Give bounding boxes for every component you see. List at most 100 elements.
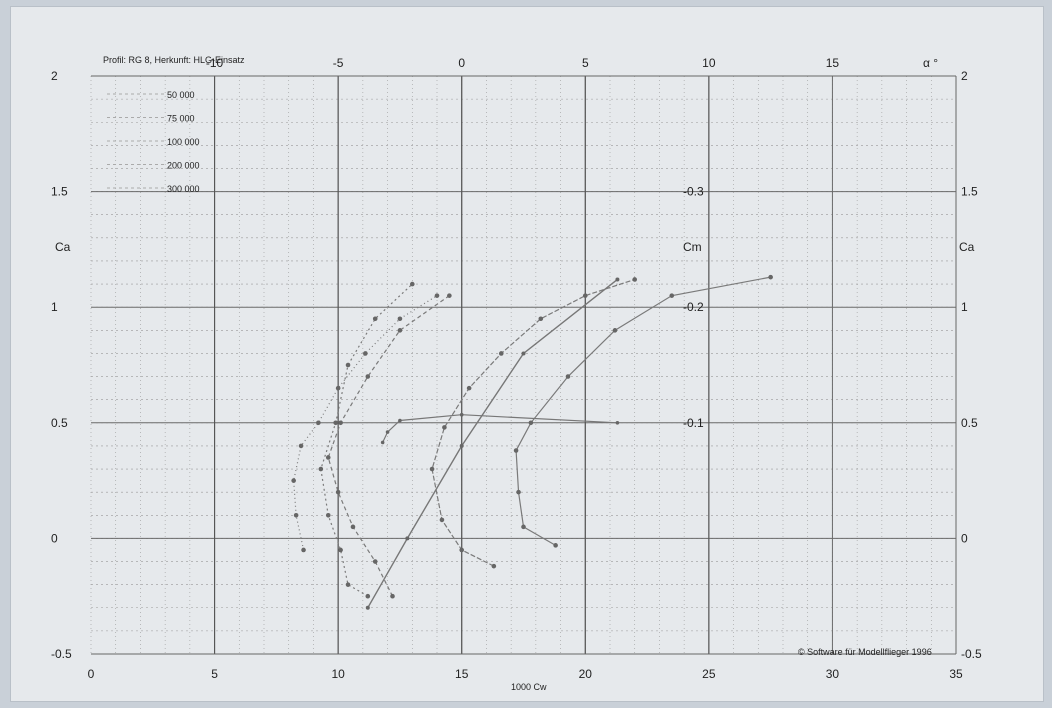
chart-frame: Profil: RG 8, Herkunft: HLG-Einsatz © So… [10, 6, 1044, 702]
polar-point [409, 281, 415, 287]
polar-point [390, 593, 395, 599]
polar-point [491, 563, 497, 569]
polar-point [582, 293, 588, 298]
y-tick-label-right: 1.5 [961, 185, 978, 199]
cm-axis-label: Cm [683, 240, 702, 254]
labels: Profil: RG 8, Herkunft: HLG-Einsatz © So… [51, 55, 982, 692]
legend-label: 300 000 [167, 184, 200, 194]
y-tick-label-right: 0.5 [961, 416, 978, 430]
alpha-tick-label: 0 [458, 56, 465, 70]
polar-point [439, 517, 445, 523]
ca-alpha-point [365, 605, 370, 610]
polar-point [372, 316, 378, 322]
y-tick-label: 0 [51, 531, 58, 545]
cm-alpha-point [398, 418, 402, 423]
cm-alpha-point [615, 421, 620, 425]
ca-alpha-point [405, 536, 410, 541]
polar-point [434, 293, 440, 298]
polar-point [513, 448, 519, 453]
polar-point [325, 512, 331, 518]
polar-point [291, 478, 296, 483]
x-axis-label: 1000 Cw [511, 682, 547, 692]
legend-label: 75 000 [167, 114, 195, 124]
x-tick-label: 20 [579, 667, 593, 681]
x-tick-label: 30 [826, 667, 840, 681]
polar-point [565, 374, 571, 379]
polar-point [429, 466, 435, 472]
polar-point [335, 489, 341, 495]
cm-alpha-point [459, 412, 464, 417]
x-tick-label: 10 [331, 667, 345, 681]
polar-point [442, 425, 447, 430]
y-tick-label: 2 [51, 69, 58, 83]
polar-point [447, 293, 452, 298]
alpha-tick-label: 5 [582, 56, 589, 70]
y-tick-label: 1.5 [51, 185, 68, 199]
polar-point [293, 512, 299, 518]
polar-point [466, 385, 472, 391]
polar-point [298, 443, 304, 449]
y-axis-label-left: Ca [55, 240, 71, 254]
alpha-axis-label: α ° [923, 56, 938, 70]
y-tick-label-right: 1 [961, 300, 968, 314]
ca-alpha-curve [367, 278, 618, 609]
polar-point [335, 385, 341, 391]
polar-point [521, 524, 526, 530]
polar-point [345, 582, 351, 587]
cm-tick-label: -0.2 [683, 300, 704, 314]
polar-curve [515, 276, 771, 546]
polar-curve [327, 295, 450, 597]
polar-point [318, 466, 324, 472]
polar-point [538, 316, 544, 322]
y-axis-label-right: Ca [959, 240, 975, 254]
polar-point [338, 547, 343, 553]
legend-label: 100 000 [167, 137, 200, 147]
cm-alpha-curve [382, 414, 618, 443]
polar-point [612, 328, 618, 333]
polar-point [333, 420, 338, 426]
cm-tick-label: -0.3 [683, 185, 704, 199]
y-tick-label: 1 [51, 300, 58, 314]
alpha-tick-label: -5 [333, 56, 344, 70]
polar-point [632, 277, 638, 282]
curves [291, 274, 773, 610]
polar-point [363, 351, 368, 356]
polar-chart: Profil: RG 8, Herkunft: HLG-Einsatz © So… [51, 55, 982, 692]
polar-curve [431, 278, 635, 567]
cm-alpha-point [380, 440, 385, 445]
alpha-tick-label: 10 [702, 56, 716, 70]
copyright-note: © Software für Modellflieger 1996 [798, 647, 932, 657]
polar-point [528, 420, 534, 426]
chart-title: Profil: RG 8, Herkunft: HLG-Einsatz [103, 55, 245, 65]
ca-alpha-point [615, 277, 620, 282]
polar-point [365, 374, 371, 379]
alpha-tick-label: -10 [206, 56, 224, 70]
x-tick-label: 25 [702, 667, 716, 681]
polar-point [365, 593, 371, 599]
polar-point [516, 489, 521, 495]
ca-alpha-point [459, 443, 464, 448]
polar-point [301, 547, 306, 553]
y-tick-label: 0.5 [51, 416, 68, 430]
y-tick-label-right: -0.5 [961, 647, 982, 661]
x-tick-label: 5 [211, 667, 218, 681]
polar-point [397, 316, 403, 322]
polar-point [553, 543, 558, 548]
ca-alpha-point [521, 351, 526, 356]
legend-label: 50 000 [167, 90, 195, 100]
cm-tick-label: -0.1 [683, 416, 704, 430]
y-tick-label-right: 2 [961, 69, 968, 83]
polar-point [397, 328, 403, 333]
y-tick-label-right: 0 [961, 531, 968, 545]
polar-curve [320, 283, 413, 597]
polar-point [459, 547, 465, 553]
x-tick-label: 0 [88, 667, 95, 681]
polar-point [372, 559, 378, 564]
x-tick-label: 15 [455, 667, 469, 681]
x-tick-label: 35 [949, 667, 963, 681]
polar-point [338, 420, 343, 426]
legend-label: 200 000 [167, 161, 200, 171]
alpha-tick-label: 15 [826, 56, 840, 70]
polar-point [350, 524, 356, 530]
polar-point [669, 293, 675, 298]
